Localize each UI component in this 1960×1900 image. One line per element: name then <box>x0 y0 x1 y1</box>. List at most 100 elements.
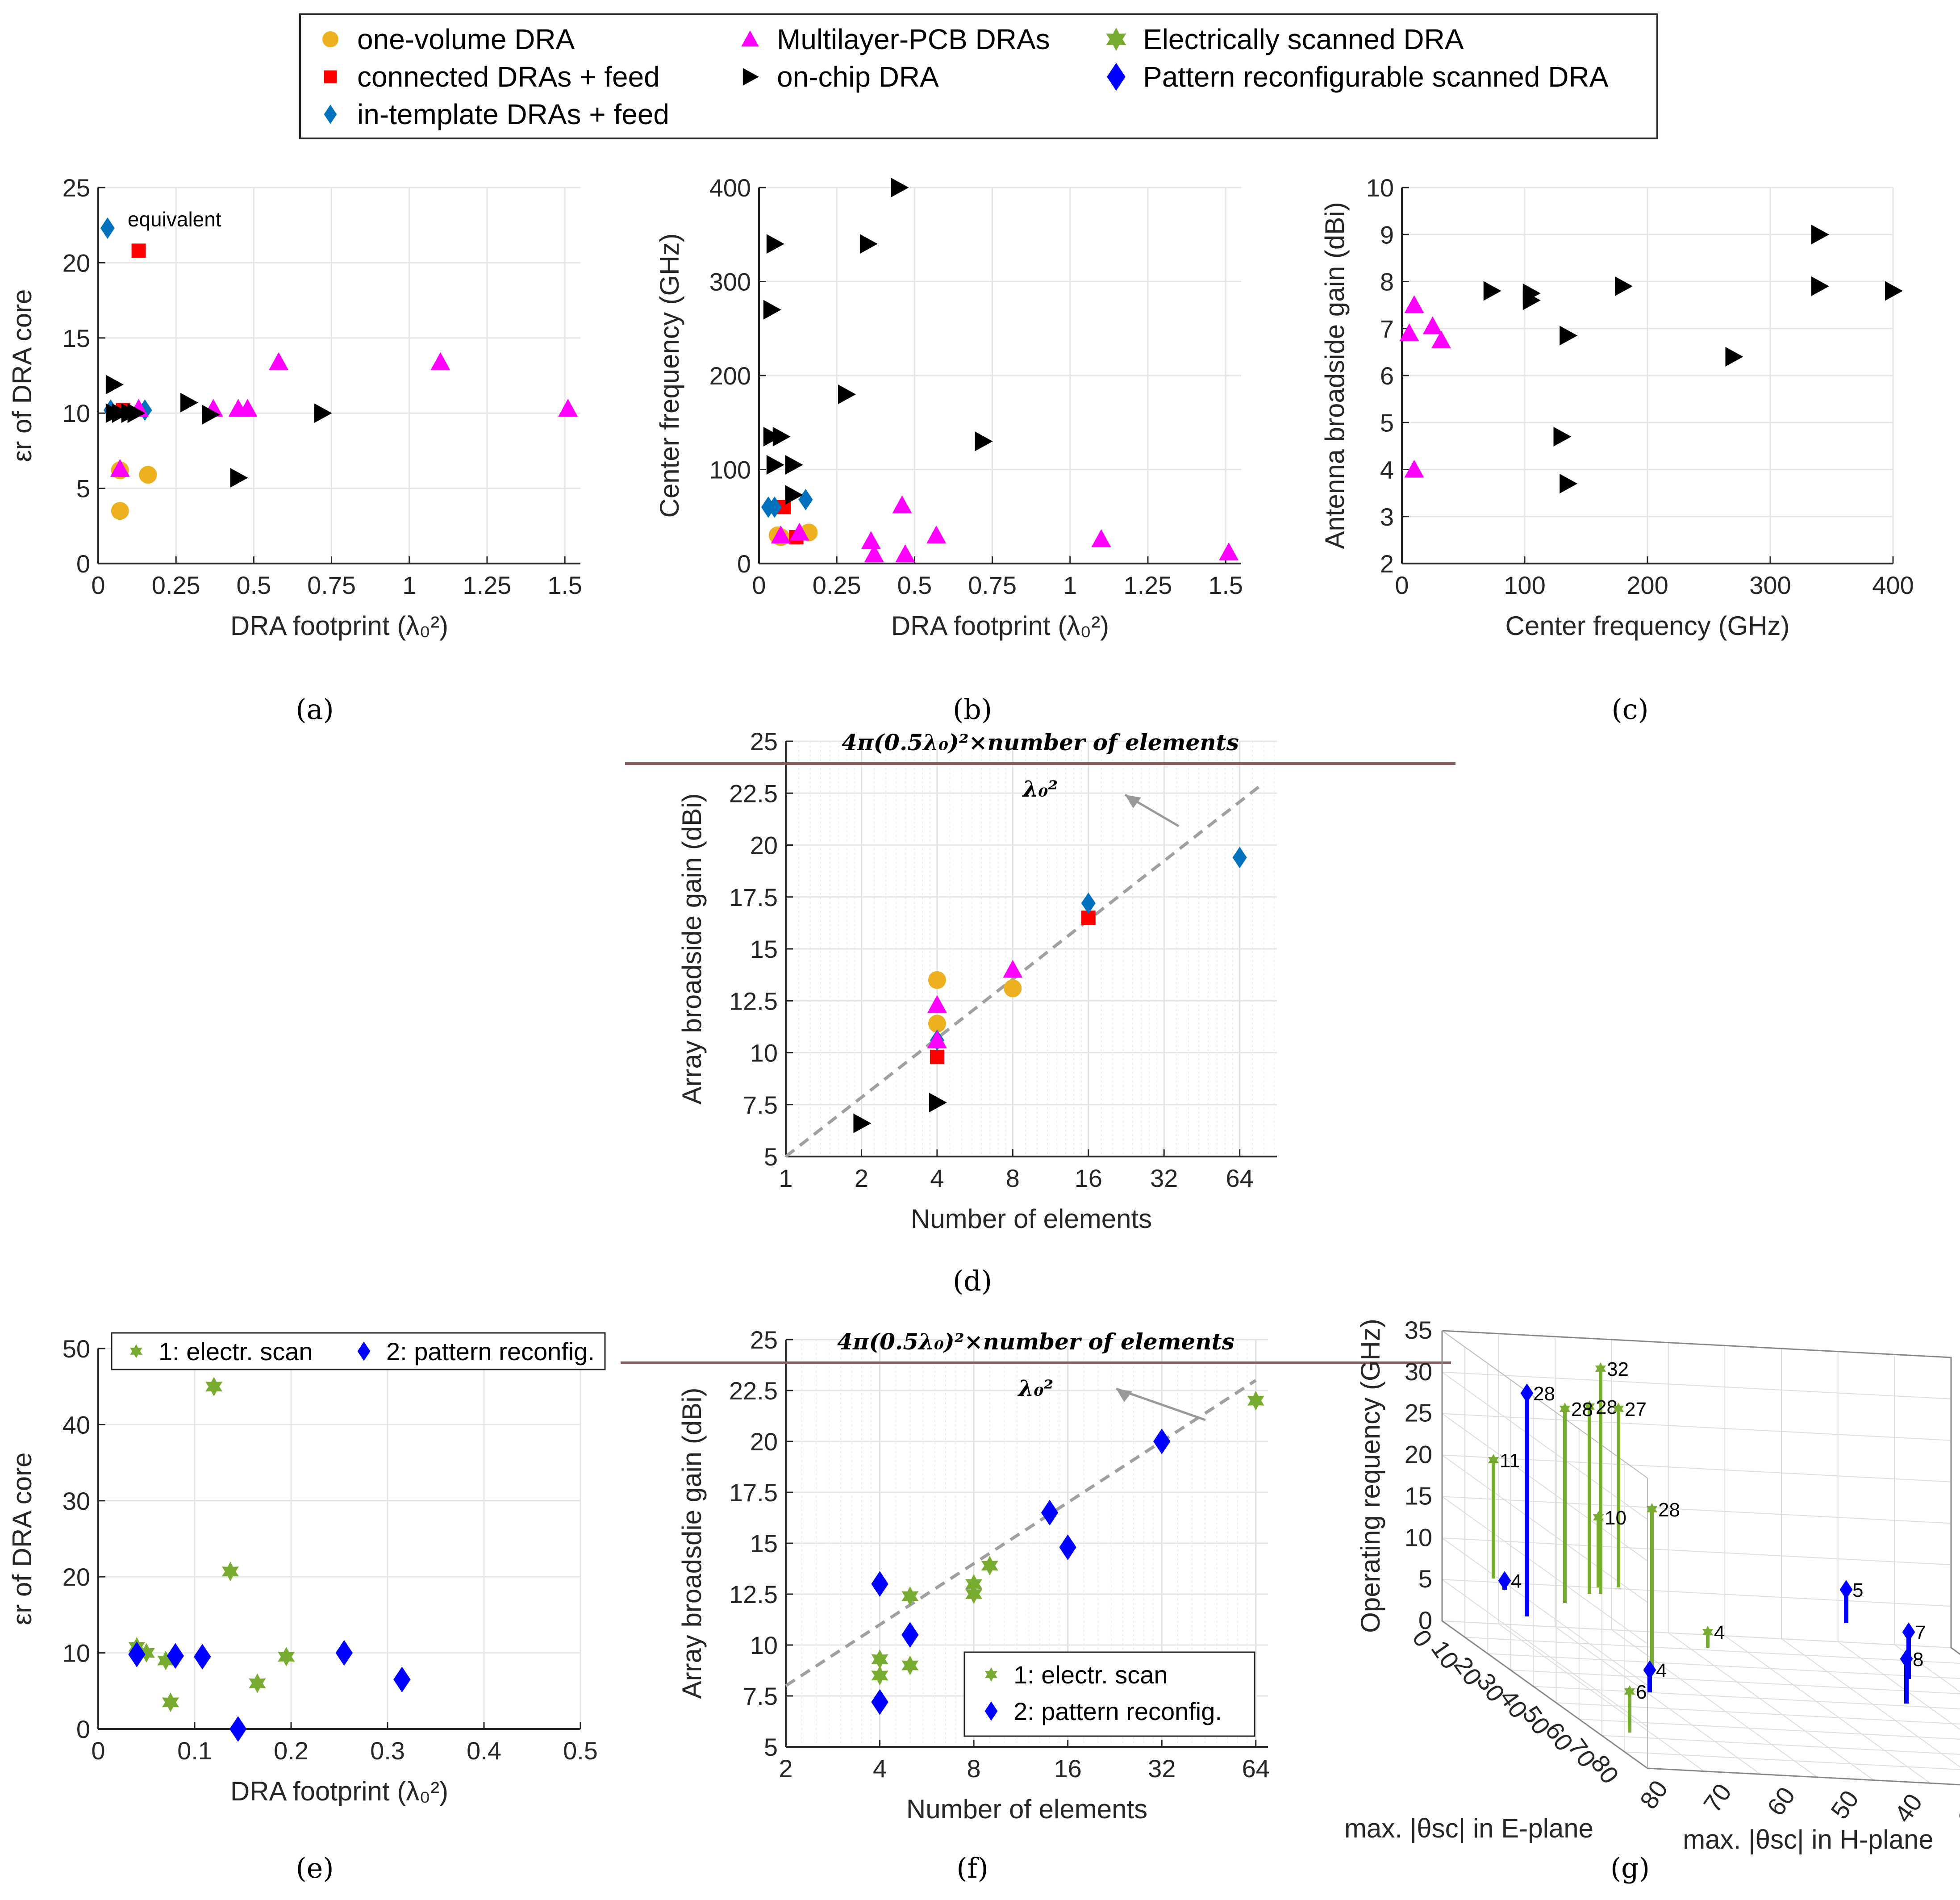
stem-label: 27 <box>1625 1399 1647 1420</box>
tick-label-y: 40 <box>63 1411 90 1439</box>
floor-grid <box>1579 1719 1960 1740</box>
point-on_chip <box>1560 326 1578 346</box>
formula-denominator: λ₀² <box>1018 1375 1054 1401</box>
floor-grid <box>1668 1632 1874 1781</box>
tick-label-y: 4 <box>1380 456 1394 484</box>
point-multilayer <box>558 399 578 417</box>
tick-label-y: 8 <box>1380 268 1394 296</box>
legend-marker-on_chip <box>742 68 759 86</box>
caption-c: (c) <box>1611 693 1648 726</box>
point-on_chip <box>180 393 199 413</box>
point-electr_scan <box>157 1650 175 1670</box>
x-axis-label: DRA footprint (λ₀²) <box>230 1776 448 1806</box>
caption-e: (e) <box>296 1852 334 1884</box>
point-on_chip <box>1522 290 1541 310</box>
tick-label-z: 0 <box>1418 1606 1432 1634</box>
legend-label-multilayer: Multilayer-PCB DRAs <box>777 23 1050 55</box>
caption-a: (a) <box>296 693 334 726</box>
chart-e: 0 0.1 0.2 0.3 0.4 0.5 0 10 20 30 40 50 DRA footprint… <box>7 1332 606 1806</box>
point-pattern_reconfig <box>194 1644 211 1670</box>
tick-label-x: 0 <box>91 571 105 599</box>
point-multilayer <box>1404 459 1424 478</box>
point-multilayer <box>1399 323 1419 342</box>
y-axis-label: Array broadsdie gain (dBi) <box>677 1387 707 1699</box>
trend-line <box>785 1379 1257 1687</box>
point-on_chip <box>1725 347 1743 367</box>
floor-grid <box>1951 1647 1960 1655</box>
point-pattern_reconfig <box>871 1689 888 1715</box>
tick-label-y: 7.5 <box>743 1091 778 1119</box>
stem-label: 11 <box>1500 1450 1520 1472</box>
point-multilayer <box>864 544 884 562</box>
tick-label-y: 5 <box>76 475 90 503</box>
tick-label-x: 2 <box>855 1164 868 1192</box>
stem-label: 8 <box>1913 1649 1923 1670</box>
tick-label-y: 12.5 <box>729 987 778 1015</box>
stem-label: 5 <box>1852 1579 1863 1601</box>
point-multilayer <box>1003 960 1023 978</box>
tick-label-x: 200 <box>1626 571 1668 599</box>
tick-label-y: 15 <box>750 935 778 963</box>
tick-label-z: 25 <box>1405 1399 1432 1427</box>
point-multilayer <box>771 525 791 543</box>
point-on_chip <box>838 384 856 405</box>
box-edge <box>1442 1330 1648 1478</box>
caption-f: (f) <box>956 1852 988 1884</box>
tick-label-y: 25 <box>63 174 90 202</box>
h-axis-label: max. |θsc| in H-plane <box>1683 1825 1933 1854</box>
point-on_chip <box>1811 276 1829 296</box>
point-pattern_reconfig <box>1041 1499 1059 1526</box>
tick-label-x: 0 <box>752 571 766 599</box>
tick-label-z: 5 <box>1418 1565 1432 1593</box>
point-on_chip <box>763 426 781 447</box>
stem-label: 4 <box>1511 1570 1522 1592</box>
point-electr_scan <box>162 1692 179 1712</box>
tick-label-y: 0 <box>76 550 90 578</box>
stem-label: 28 <box>1571 1399 1593 1420</box>
tick-label-y: 6 <box>1380 362 1394 390</box>
point-on_chip <box>853 1113 872 1133</box>
wall-grid <box>1442 1371 1952 1399</box>
tick-label-x: 0.5 <box>563 1737 598 1765</box>
tick-label-x: 1.25 <box>1123 571 1172 599</box>
y-axis-label: εr of DRA core <box>7 289 37 462</box>
x-axis-label: Center frequency (GHz) <box>1505 611 1790 641</box>
stem-head-electr_scan <box>1593 1511 1604 1524</box>
point-electr_scan <box>871 1649 888 1669</box>
tick-label-x: 0.25 <box>813 571 861 599</box>
caption-d: (d) <box>953 1265 992 1297</box>
point-electr_scan <box>138 1643 155 1663</box>
point-multilayer <box>1431 330 1451 349</box>
point-in_template <box>1081 892 1096 914</box>
tick-label-y: 25 <box>750 1326 778 1354</box>
wall-grid <box>1442 1496 1648 1645</box>
tick-label-z: 10 <box>1405 1523 1432 1551</box>
point-one_volume <box>928 1015 946 1033</box>
point-multilayer <box>895 544 915 562</box>
tick-label-y: 5 <box>764 1733 778 1761</box>
chart-b: 0 0.25 0.5 0.75 1 1.25 1.5 0 100 200 300 400 DRA foo… <box>655 174 1243 641</box>
tick-label-y: 25 <box>750 727 778 756</box>
point-multilayer <box>1091 529 1111 547</box>
tick-label-x: 1.5 <box>547 571 582 599</box>
wall-grid <box>1442 1372 1648 1520</box>
point-on_chip <box>1553 426 1572 447</box>
point-multilayer <box>269 352 289 370</box>
chart-legend-box <box>963 1651 1255 1737</box>
y-axis-label: Array broadside gain (dBi) <box>677 793 707 1104</box>
tick-label-x: 4 <box>873 1754 887 1783</box>
caption-b: (b) <box>953 693 992 726</box>
stem-head-electr_scan <box>1559 1403 1571 1415</box>
stem-label: 28 <box>1596 1396 1618 1418</box>
tick-label-x: 0.1 <box>177 1737 212 1765</box>
chart-f: 2 4 8 16 32 64 5 7.5 10 12.5 15 17.5 20 22.5 25 Number … <box>621 1326 1451 1824</box>
point-electr_scan <box>1247 1391 1264 1411</box>
tick-label-x: 0.5 <box>897 571 932 599</box>
tick-label-x: 8 <box>967 1754 981 1783</box>
point-electr_scan <box>901 1586 919 1606</box>
point-multilayer <box>238 399 258 417</box>
chart-legend-label-pattern_reconfig: 2: pattern reconfig. <box>1013 1697 1222 1725</box>
tick-label-x: 16 <box>1075 1164 1102 1192</box>
